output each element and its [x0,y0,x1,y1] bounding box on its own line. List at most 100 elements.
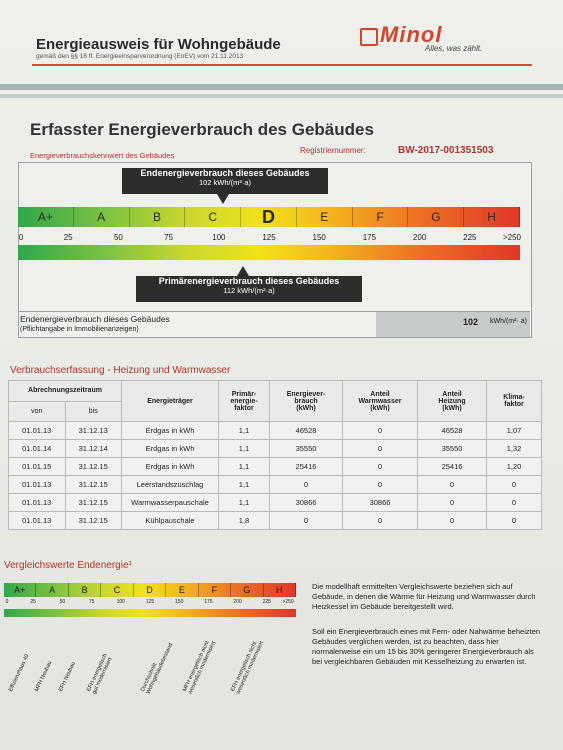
scale-class-3: C [101,583,134,597]
table-cell: 46528 [417,421,487,440]
table-row: 01.01.14 31.12.14 Erdgas in kWh 1,1 35550 0 35… [8,439,542,458]
tick-label: 25 [63,233,73,242]
scale-class-1: A [74,207,130,227]
tick-label: 200 [412,233,427,242]
scale-class-2: B [130,207,186,227]
table-cell: 35550 [417,439,487,458]
kennwert-label: Energieverbrauchskennwert des Gebäudes [30,151,175,160]
table-cell: 0 [417,493,487,512]
summary-label: Endenergieverbrauch dieses Gebäudes [20,314,170,324]
table-cell: 0 [486,493,542,512]
scale-class-4: D [134,583,167,597]
table-cell: Erdgas in kWh [121,457,219,476]
tick-label: 150 [175,599,184,605]
comparison-title: Vergleichswerte Endenergie¹ [4,560,132,571]
table-cell: 46528 [269,421,343,440]
table-cell: Kühlpauschale [121,511,219,530]
end-energy-callout: Endenergieverbrauch dieses Gebäudes 102 … [122,168,328,194]
primary-energy-bar [18,245,520,260]
col-period: Abrechnungszeitraum [8,380,122,402]
table-cell: 0 [342,457,418,476]
tick-label: 175 [362,233,377,242]
divider-grey-2 [0,94,563,98]
table-cell: 31.12.15 [64,493,122,512]
consumption-title: Verbrauchserfassung - Heizung und Warmwa… [10,365,231,376]
table-cell: 1,20 [486,457,542,476]
col-carrier: Energieträger [121,380,219,422]
table-cell: 01.01.15 [8,457,66,476]
scale-class-0: A+ [4,583,37,597]
table-cell: 1,1 [218,493,270,512]
tick-label: 125 [145,599,155,605]
consumption-table: Abrechnungszeitraum Energieträger Primär… [8,380,542,530]
tick-label: 200 [233,599,242,605]
col-warmwater: Anteil Warmwasser (kWh) [342,380,418,422]
reference-labels: Effizienzhaus 40 MFH Neubau EFH Neubau EFH … [4,640,296,750]
scale-class-7: G [408,207,465,227]
summary-row: Endenergieverbrauch dieses Gebäudes (Pfl… [18,311,530,337]
scale-class-8: H [464,207,521,227]
info-text-1: Die modellhaft ermittelten Vergleichswer… [312,582,536,611]
primary-energy-callout: Primärenergieverbrauch dieses Gebäudes 1… [136,276,362,302]
tick-label: 100 [116,599,125,605]
section-title: Erfasster Energieverbrauch des Gebäudes [30,120,374,139]
summary-value: 102 [463,317,479,327]
minol-logo: Minol [380,22,443,47]
end-energy-title: Endenergieverbrauch dieses Gebäudes [140,168,310,178]
table-row: 01.01.13 31.12.13 Erdgas in kWh 1,1 46528 0 46… [8,421,542,440]
scale-class-0: A+ [18,207,74,227]
table-cell: 1,1 [218,457,270,476]
col-heating: Anteil Heizung (kWh) [417,380,487,422]
scale-class-4: D [241,207,297,227]
table-cell: 31.12.14 [64,439,122,458]
tick-label: 0 [18,233,24,242]
table-cell: 1,32 [486,439,542,458]
table-cell: 1,1 [218,421,270,440]
summary-value-cell [376,312,530,337]
slogan: Alles, was zählt. [425,44,483,53]
scale-class-7: G [231,583,264,597]
table-cell: 01.01.13 [8,493,66,512]
table-cell: 0 [342,475,418,494]
tick-label: 100 [212,233,226,242]
table-cell: 0 [417,511,487,530]
summary-note: (Pflichtangabe in Immobilienanzeigen) [20,326,139,333]
tick-label: 225 [262,599,271,605]
reference-label: EFH energetisch gut modernisiert [86,652,114,696]
primary-energy-pointer [236,266,249,276]
scale-class-1: A [36,583,69,597]
table-cell: 31.12.15 [64,475,122,494]
info-text-2: Soll ein Energieverbrauch eines mit Fern… [312,627,541,666]
table-cell: 25416 [269,457,343,476]
scale-class-6: F [353,207,409,227]
table-cell: Warmwasserpauschale [121,493,219,512]
end-energy-value: 102 kWh/(m²·a) [198,178,252,187]
tick-label: 50 [113,233,123,242]
col-climate: Klima- faktor [486,380,542,422]
scale-class-8: H [264,583,296,597]
table-cell: 31.12.15 [64,511,122,530]
table-cell: 1,07 [486,421,542,440]
tick-label: 75 [88,599,95,605]
tick-label: 0 [5,599,9,605]
minol-logo-icon [360,28,378,46]
document-subtitle: gemäß den §§ 16 ff. Energieeinsparverord… [36,53,244,60]
tick-label: 150 [312,233,326,242]
table-row: 01.01.13 31.12.15 Leerstandszuschlag 1,1 0 0 0… [8,475,542,494]
tick-label: 225 [463,233,477,242]
comparison-bar [4,609,296,617]
tick-label: 75 [164,233,174,242]
comparison-ticks: 0 25 50 75 100 125 150 175 200 225 >250 [4,599,296,607]
table-cell: 0 [269,511,343,530]
comparison-scale: A+ A B C D E F G H [4,583,296,597]
col-consumption: Energiever- brauch (kWh) [269,380,343,422]
table-cell: 0 [269,475,343,494]
end-energy-pointer [216,194,229,204]
scale-class-5: E [297,207,353,227]
document-title: Energieausweis für Wohngebäude [36,36,281,53]
primary-energy-value: 112 kWh/(m²·a) [223,286,275,295]
table-cell: 01.01.13 [8,421,66,440]
tick-label: 50 [59,599,66,605]
col-bis: bis [64,400,122,422]
